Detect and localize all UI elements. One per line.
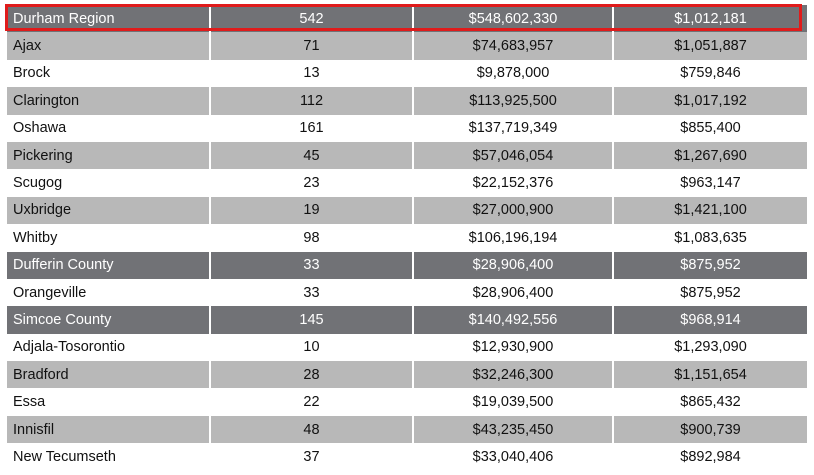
table-row: New Tecumseth 37 $33,040,406 $892,984: [7, 443, 807, 471]
row-name: Whitby: [13, 229, 58, 246]
row-count: 13: [209, 59, 412, 88]
row-name: Ajax: [13, 38, 42, 55]
row-average: $855,400: [612, 114, 807, 142]
row-average: $865,432: [612, 388, 807, 416]
table-row: Essa 22 $19,039,500 $865,432: [7, 388, 807, 416]
row-count: 33: [209, 251, 412, 279]
row-name: Adjala-Tosorontio: [13, 339, 126, 356]
row-average: $1,267,690: [612, 141, 807, 170]
row-count: 22: [209, 388, 412, 416]
row-value: $57,046,054: [412, 141, 612, 170]
row-average: $900,739: [612, 415, 807, 444]
table-row: Dufferin County 33 $28,906,400 $875,952: [7, 251, 807, 279]
row-value: $137,719,349: [412, 114, 612, 142]
row-average: $1,083,635: [612, 224, 807, 252]
row-name: Dufferin County: [13, 257, 114, 274]
row-average: $1,051,887: [612, 32, 807, 60]
row-name: Innisfil: [13, 421, 55, 438]
table-row: Bradford 28 $32,246,300 $1,151,654: [7, 361, 807, 389]
row-count: 71: [209, 32, 412, 60]
row-count: 23: [209, 169, 412, 197]
row-average: $1,421,100: [612, 196, 807, 225]
row-value: $28,906,400: [412, 278, 612, 307]
row-value: $28,906,400: [412, 251, 612, 279]
row-average: $968,914: [612, 306, 807, 334]
table-row: Scugog 23 $22,152,376 $963,147: [7, 169, 807, 197]
table-row: Uxbridge 19 $27,000,900 $1,421,100: [7, 196, 807, 225]
row-name: Uxbridge: [13, 202, 72, 219]
table-row: Brock 13 $9,878,000 $759,846: [7, 59, 807, 88]
table-row: Clarington 112 $113,925,500 $1,017,192: [7, 87, 807, 115]
row-count: 19: [209, 196, 412, 225]
table-row: Adjala-Tosorontio 10 $12,930,900 $1,293,…: [7, 333, 807, 362]
row-name: New Tecumseth: [13, 448, 116, 465]
data-table: Durham Region 542 $548,602,330 $1,012,18…: [7, 5, 807, 471]
row-value: $106,196,194: [412, 224, 612, 252]
row-count: 161: [209, 114, 412, 142]
row-value: $113,925,500: [412, 87, 612, 115]
row-name: Oshawa: [13, 120, 67, 137]
row-value: $33,040,406: [412, 443, 612, 471]
row-average: $875,952: [612, 251, 807, 279]
row-average: $963,147: [612, 169, 807, 197]
row-count: 145: [209, 306, 412, 334]
row-average: $1,151,654: [612, 361, 807, 389]
row-count: 98: [209, 224, 412, 252]
row-name: Clarington: [13, 92, 80, 109]
row-average: $1,293,090: [612, 333, 807, 362]
row-name: Durham Region: [13, 10, 115, 27]
row-name: Essa: [13, 394, 46, 411]
row-name: Brock: [13, 65, 51, 82]
row-average: $1,012,181: [612, 5, 807, 33]
row-name: Orangeville: [13, 284, 87, 301]
row-name: Bradford: [13, 366, 69, 383]
table-row: Oshawa 161 $137,719,349 $855,400: [7, 114, 807, 142]
row-count: 542: [209, 5, 412, 33]
row-value: $9,878,000: [412, 59, 612, 88]
table-row: Innisfil 48 $43,235,450 $900,739: [7, 415, 807, 444]
row-count: 112: [209, 87, 412, 115]
row-value: $19,039,500: [412, 388, 612, 416]
row-count: 33: [209, 278, 412, 307]
row-value: $74,683,957: [412, 32, 612, 60]
row-average: $892,984: [612, 443, 807, 471]
row-name: Pickering: [13, 147, 73, 164]
row-value: $12,930,900: [412, 333, 612, 362]
row-name: Scugog: [13, 175, 63, 192]
row-count: 48: [209, 415, 412, 444]
row-count: 10: [209, 333, 412, 362]
row-average: $759,846: [612, 59, 807, 88]
table-row: Orangeville 33 $28,906,400 $875,952: [7, 278, 807, 307]
row-name: Simcoe County: [13, 311, 112, 328]
row-value: $27,000,900: [412, 196, 612, 225]
table-row: Ajax 71 $74,683,957 $1,051,887: [7, 32, 807, 60]
row-average: $1,017,192: [612, 87, 807, 115]
row-value: $32,246,300: [412, 361, 612, 389]
table-row: Durham Region 542 $548,602,330 $1,012,18…: [7, 5, 807, 33]
table-row: Whitby 98 $106,196,194 $1,083,635: [7, 224, 807, 252]
row-count: 45: [209, 141, 412, 170]
table-row: Pickering 45 $57,046,054 $1,267,690: [7, 141, 807, 170]
row-count: 37: [209, 443, 412, 471]
row-value: $22,152,376: [412, 169, 612, 197]
table-row: Simcoe County 145 $140,492,556 $968,914: [7, 306, 807, 334]
row-count: 28: [209, 361, 412, 389]
row-value: $43,235,450: [412, 415, 612, 444]
row-value: $140,492,556: [412, 306, 612, 334]
row-value: $548,602,330: [412, 5, 612, 33]
row-average: $875,952: [612, 278, 807, 307]
